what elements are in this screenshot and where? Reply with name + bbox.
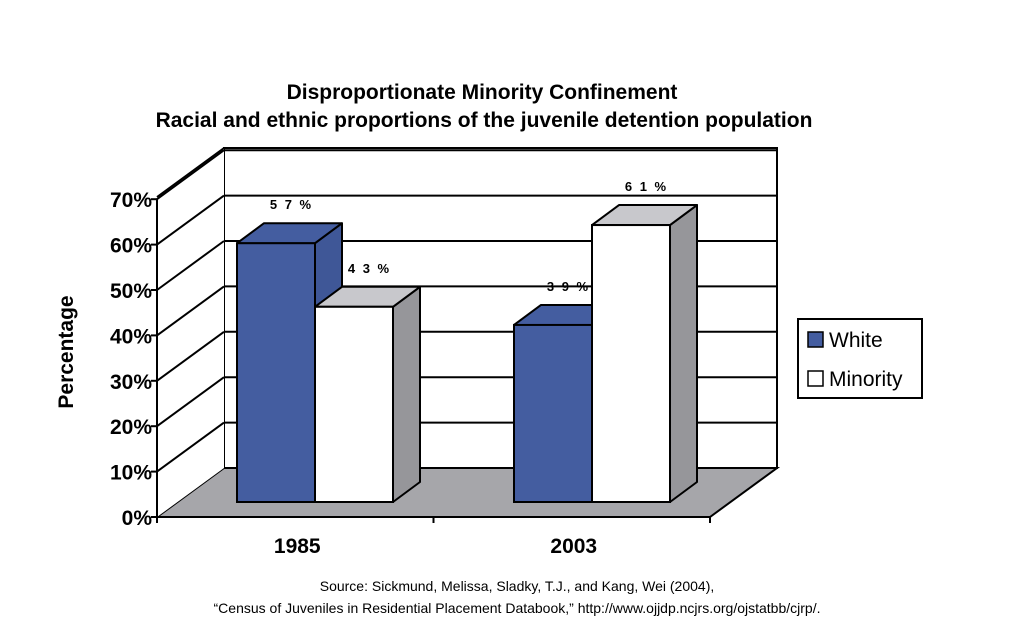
data-label-minority-1985: 4 3 % [348,261,391,276]
y-tick-label: 70% [110,189,152,212]
source-line-2: “Census of Juveniles in Residential Plac… [214,600,821,616]
bars [236,204,698,503]
bar-minority-1985 [314,305,394,503]
gridline-side [156,240,225,291]
chart-side-wall [157,148,224,517]
data-label-minority-2003: 6 1 % [625,179,668,194]
source-line-1: Source: Sickmund, Melissa, Sladky, T.J.,… [320,578,715,594]
y-tick-label: 10% [110,462,152,485]
legend-swatch-minority [807,370,824,387]
gridline-side [156,376,225,428]
gridline-side [156,194,225,246]
x-axis-labels: 1985 2003 [274,535,597,558]
x-tick-label-1985: 1985 [274,535,321,558]
chart-title: Disproportionate Minority Confinement [287,81,678,104]
y-tick-label: 0% [122,507,153,530]
legend: White Minority [797,318,923,399]
chart-subtitle: Racial and ethnic proportions of the juv… [156,109,813,132]
x-tick-label-2003: 2003 [550,535,597,558]
bar-white-1985 [236,242,316,503]
gridline-side [156,421,225,473]
legend-label-white: White [829,329,883,352]
bar-minority-2003 [591,224,671,503]
y-axis: 0% 10% 20% 30% 40% 50% 60% 70% [110,189,711,530]
y-axis-label: Percentage [55,295,78,408]
legend-swatch-white [807,331,824,348]
data-labels: 5 7 % 4 3 % 3 9 % 6 1 % [270,179,668,294]
gridline-side [156,330,225,382]
gridline-side [156,149,225,201]
data-label-white-1985: 5 7 % [270,197,313,212]
bar-white-2003 [513,323,593,503]
gridline-side [156,285,225,337]
y-tick-label: 50% [110,280,152,303]
data-label-white-2003: 3 9 % [547,279,590,294]
side-wall-top-edge [156,147,225,198]
y-tick-label: 60% [110,235,152,258]
y-tick-label: 20% [110,416,152,439]
y-tick-label: 30% [110,371,152,394]
bar-side-minority-1985 [392,285,421,503]
bar-side-minority-2003 [669,204,698,503]
legend-label-minority: Minority [829,368,903,391]
y-tick-label: 40% [110,325,152,348]
